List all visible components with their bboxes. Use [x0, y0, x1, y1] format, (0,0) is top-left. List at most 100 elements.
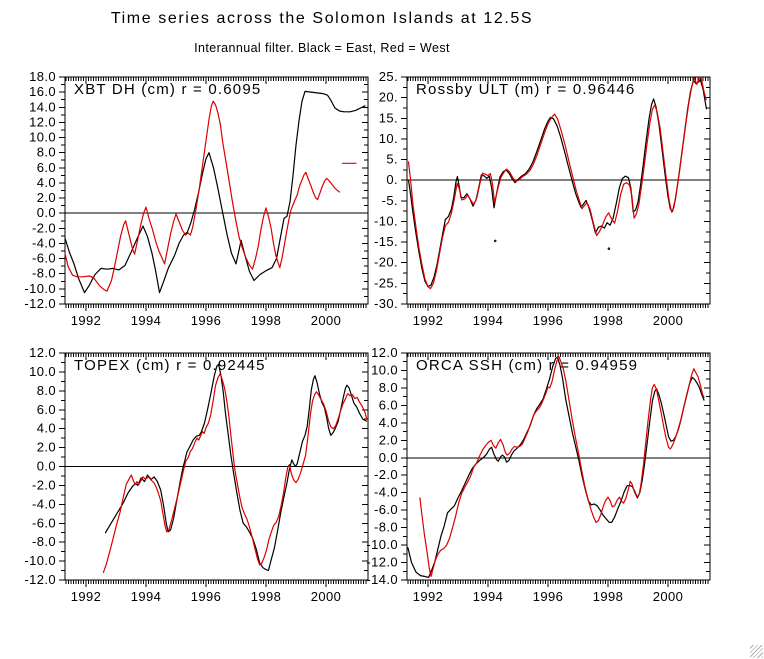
east-line [64, 90, 366, 294]
tick-labels: 18.016.014.012.010.08.06.04.02.00.0-2.0-… [24, 69, 341, 328]
y-tick-label: -14.0 [366, 572, 398, 587]
y-tick-label: -20. [374, 255, 398, 270]
x-tick-label: 2000 [653, 313, 684, 328]
y-tick-label: -5. [382, 193, 398, 208]
resize-grip-icon[interactable] [750, 645, 763, 658]
figure-subtitle: Interannual filter. Black = East, Red = … [194, 41, 450, 55]
x-tick-label: 2000 [311, 313, 342, 328]
y-tick-label: 6.0 [379, 397, 398, 412]
y-tick-label: 2.0 [379, 432, 398, 447]
y-tick-label: 2.0 [37, 190, 56, 205]
y-tick-label: 10.0 [29, 130, 56, 145]
tick-labels: 12.0 10.0 8.0 6.0 4.0 2.0 0.0 -2.0 -4.0 -6.0 -8.0 -… [24, 345, 341, 604]
panel-title: ORCA SSH (cm) r = 0.94959 [416, 357, 638, 374]
y-tick-label: -6.0 [374, 502, 398, 517]
y-tick-label: 10.0 [371, 362, 398, 377]
x-tick-label: 1992 [71, 589, 102, 604]
series-lines [407, 76, 707, 290]
y-tick-label: -2.0 [32, 477, 56, 492]
panel-rossby-ult: 25. 20. 15. 10. 5. 0. -5. -10. -15. -20. -25. -30. 1… [374, 69, 711, 328]
series-lines [64, 90, 366, 294]
y-tick-label: 4.0 [37, 421, 56, 436]
x-tick-label: 1998 [593, 313, 624, 328]
y-tick-label: -30. [374, 296, 398, 311]
series-lines [102, 363, 368, 573]
y-tick-label: 0.0 [379, 450, 398, 465]
west-line [102, 373, 368, 573]
y-tick-label: -25. [374, 275, 398, 290]
y-tick-label: -6.0 [32, 515, 56, 530]
y-tick-label: 0.0 [37, 205, 56, 220]
x-tick-label: 1996 [191, 589, 222, 604]
y-tick-label: -10. [374, 213, 398, 228]
east-line [407, 356, 705, 578]
stray-dot [493, 239, 497, 243]
x-tick-label: 1994 [473, 313, 504, 328]
axes [59, 76, 369, 311]
plot-border [64, 76, 369, 305]
y-tick-label: -8.0 [374, 520, 398, 535]
y-tick-label: -15. [374, 234, 398, 249]
axes [401, 352, 711, 587]
y-tick-label: -6.0 [32, 251, 56, 266]
x-tick-label: 2000 [653, 589, 684, 604]
y-tick-label: 25. [379, 69, 398, 84]
y-tick-label: 12.0 [371, 345, 398, 360]
panel-topex: 12.0 10.0 8.0 6.0 4.0 2.0 0.0 -2.0 -4.0 -6.0 -8.0 -… [24, 345, 369, 604]
y-tick-label: 6.0 [37, 402, 56, 417]
y-tick-label: -10.0 [24, 281, 56, 296]
panel-title: TOPEX (cm) r = 0.92445 [74, 357, 266, 374]
x-tick-label: 1994 [131, 313, 162, 328]
y-tick-label: -10.0 [366, 537, 398, 552]
y-tick-label: 8.0 [379, 380, 398, 395]
y-tick-label: 0. [386, 172, 398, 187]
y-tick-label: 20. [379, 90, 398, 105]
panel-title: Rossby ULT (m) r = 0.96446 [416, 81, 635, 98]
y-tick-label: 14.0 [29, 99, 56, 114]
plot-border [406, 76, 711, 305]
west-line [419, 355, 705, 578]
y-tick-label: 12.0 [29, 345, 56, 360]
y-tick-label: 10.0 [29, 364, 56, 379]
panel-orca-ssh: 12.0 10.0 8.0 6.0 4.0 2.0 0.0 -2.0 -4.0 -6.0 -8.0 -… [366, 345, 711, 604]
axes [59, 352, 369, 587]
west-line [64, 100, 341, 292]
y-tick-label: -4.0 [32, 235, 56, 250]
tick-labels: 25. 20. 15. 10. 5. 0. -5. -10. -15. -20. -25. -30. 1… [374, 69, 683, 328]
east-line [104, 363, 368, 572]
y-tick-label: -8.0 [32, 266, 56, 281]
y-tick-label: 8.0 [37, 145, 56, 160]
tick-labels: 12.0 10.0 8.0 6.0 4.0 2.0 0.0 -2.0 -4.0 -6.0 -8.0 -… [366, 345, 683, 604]
y-tick-label: 12.0 [29, 114, 56, 129]
y-tick-label: 6.0 [37, 160, 56, 175]
x-tick-label: 1994 [473, 589, 504, 604]
y-tick-label: -4.0 [32, 496, 56, 511]
x-tick-label: 1992 [413, 589, 444, 604]
x-tick-label: 2000 [311, 589, 342, 604]
y-tick-label: 5. [386, 152, 398, 167]
y-tick-label: 4.0 [379, 415, 398, 430]
x-tick-label: 1998 [251, 313, 282, 328]
y-tick-label: -10.0 [24, 553, 56, 568]
axes [401, 76, 711, 311]
panel-title: XBT DH (cm) r = 0.6095 [74, 81, 261, 98]
y-tick-label: 10. [379, 131, 398, 146]
figure-title: Time series across the Solomon Islands a… [110, 10, 534, 27]
y-tick-label: -12.0 [366, 555, 398, 570]
y-tick-label: 4.0 [37, 175, 56, 190]
y-tick-label: -2.0 [32, 220, 56, 235]
x-tick-label: 1996 [191, 313, 222, 328]
y-tick-label: -12.0 [24, 296, 56, 311]
y-tick-label: 18.0 [29, 69, 56, 84]
y-tick-label: 16.0 [29, 84, 56, 99]
series-lines [407, 355, 705, 578]
y-tick-label: -4.0 [374, 485, 398, 500]
y-tick-label: 8.0 [37, 383, 56, 398]
stray-dot [607, 247, 611, 250]
x-tick-label: 1996 [533, 589, 564, 604]
east-line [407, 79, 707, 288]
x-tick-label: 1998 [593, 589, 624, 604]
y-tick-label: 0.0 [37, 459, 56, 474]
west-line [407, 76, 707, 290]
